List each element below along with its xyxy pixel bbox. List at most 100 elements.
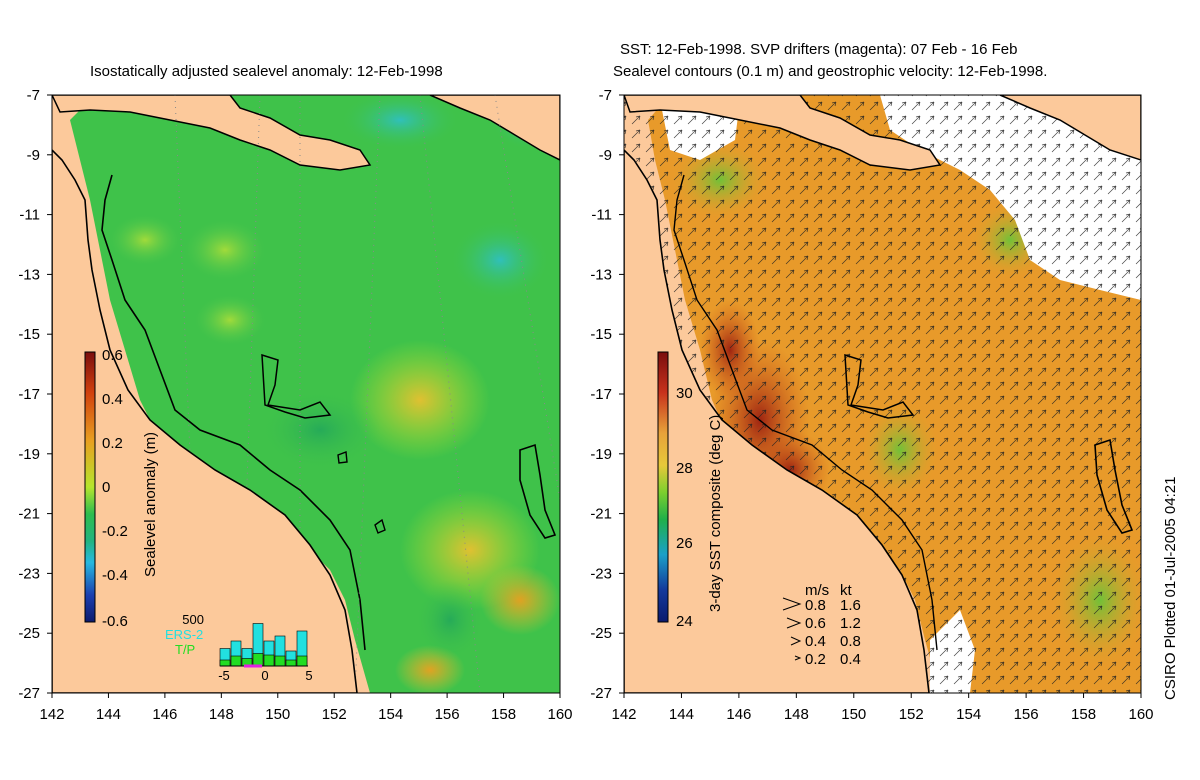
velocity-row-1-kt: 1.2 [840, 615, 861, 632]
left-lat-tick--21: -21 [18, 506, 40, 523]
hist-bar-tp [285, 659, 297, 667]
right-map-title-line2: Sealevel contours (0.1 m) and geostrophi… [613, 63, 1048, 80]
hist-xtick-0: -5 [218, 668, 230, 683]
velocity-row-0-kt: 1.6 [840, 597, 861, 614]
hist-legend-tp: T/P [175, 642, 195, 657]
hist-bar-tp [274, 655, 286, 667]
right-lat-tick--9: -9 [599, 147, 612, 164]
left-cb-tick-3: 0 [102, 479, 110, 496]
hist-ymax-label: 500 [182, 612, 204, 627]
left-colorbar-gradient [84, 351, 96, 623]
left-shelf-contour [101, 174, 366, 651]
left-lat-tick--17: -17 [18, 386, 40, 403]
right-png-landmass [624, 95, 942, 171]
left-lat-tick--7: -7 [27, 87, 40, 104]
velocity-row-2-kt: 0.8 [840, 633, 861, 650]
left-png-east [429, 95, 560, 161]
hist-legend-ers2: ERS-2 [165, 627, 203, 642]
velocity-legend-header-kt: kt [840, 582, 853, 599]
left-lon-tick-144: 144 [96, 706, 121, 723]
hist-bar-tp [263, 654, 275, 667]
right-colorbar: 30 28 26 24 3-day SST composite (deg C) [657, 351, 724, 630]
right-map-title-line1: SST: 12-Feb-1998. SVP drifters (magenta)… [620, 41, 1018, 58]
left-colorbar-label: Sealevel anomaly (m) [142, 432, 159, 577]
right-lon-tick-144: 144 [669, 706, 694, 723]
left-lat-tick--19: -19 [18, 446, 40, 463]
left-lon-tick-152: 152 [322, 706, 347, 723]
right-lat-tick--13: -13 [590, 266, 612, 283]
right-lon-tick-142: 142 [611, 706, 636, 723]
left-lon-tick-160: 160 [547, 706, 572, 723]
right-lon-tick-148: 148 [784, 706, 809, 723]
left-cb-tick-2: 0.2 [102, 435, 123, 452]
right-png-east [999, 95, 1141, 161]
left-australia-landmass [52, 148, 358, 693]
right-lat-tick--23: -23 [590, 565, 612, 582]
right-colorbar-gradient [657, 351, 669, 623]
left-lat-tick--11: -11 [19, 207, 40, 224]
velocity-legend: m/s kt 0.8 1.6 0.6 1.2 0.4 0.8 0.2 0.4 [782, 582, 861, 668]
right-lat-tick--7: -7 [599, 87, 612, 104]
left-lon-tick-150: 150 [265, 706, 290, 723]
left-reef-marion [261, 353, 332, 419]
velocity-legend-header-ms: m/s [805, 582, 829, 599]
right-lon-tick-160: 160 [1128, 706, 1153, 723]
hist-xtick-1: 0 [261, 668, 268, 683]
right-lat-tick--17: -17 [590, 386, 612, 403]
velocity-arrow-0-2-icon [794, 655, 802, 661]
hist-xtick-2: 5 [305, 668, 312, 683]
left-map-title: Isostatically adjusted sealevel anomaly:… [90, 63, 443, 80]
left-lon-tick-158: 158 [491, 706, 516, 723]
right-australia-landmass [624, 148, 930, 693]
left-lat-tick--27: -27 [18, 685, 40, 702]
right-cb-tick-1: 28 [676, 460, 693, 477]
right-lon-tick-146: 146 [726, 706, 751, 723]
velocity-row-2-ms: 0.4 [805, 633, 826, 650]
left-lon-tick-148: 148 [209, 706, 234, 723]
right-lon-tick-154: 154 [956, 706, 981, 723]
left-lon-tick-142: 142 [39, 706, 64, 723]
left-cb-tick-6: -0.6 [102, 613, 128, 630]
left-colorbar: 0.6 0.4 0.2 0 -0.2 -0.4 -0.6 Sealevel an… [84, 347, 159, 630]
velocity-row-3-kt: 0.4 [840, 651, 861, 668]
right-cb-tick-0: 30 [676, 385, 693, 402]
left-reef-lihou [519, 443, 557, 539]
velocity-arrow-0-4-icon [790, 636, 802, 646]
left-cb-tick-4: -0.2 [102, 523, 128, 540]
right-shelf-contour [673, 174, 938, 651]
left-lat-tick--23: -23 [18, 565, 40, 582]
axis-labels: 142 144 146 148 150 152 154 156 158 160 -7 -9 -11 -13… [18, 87, 1153, 723]
left-lon-tick-154: 154 [378, 706, 403, 723]
right-cb-tick-3: 24 [676, 613, 693, 630]
hist-bar-tp [219, 659, 231, 667]
right-lat-tick--11: -11 [591, 207, 612, 224]
right-lat-tick--21: -21 [590, 506, 612, 523]
right-lat-tick--27: -27 [590, 685, 612, 702]
velocity-row-0-ms: 0.8 [805, 597, 826, 614]
right-lon-tick-156: 156 [1014, 706, 1039, 723]
velocity-arrow-0-8-icon [782, 597, 802, 611]
left-cb-tick-0: 0.6 [102, 347, 123, 364]
hist-bar-tp [296, 655, 308, 667]
right-lon-tick-158: 158 [1071, 706, 1096, 723]
velocity-arrow-0-6-icon [786, 617, 802, 629]
left-cb-tick-1: 0.4 [102, 391, 123, 408]
hist-bar-tp [230, 655, 242, 667]
left-lon-tick-146: 146 [152, 706, 177, 723]
right-lat-tick--19: -19 [590, 446, 612, 463]
right-reef-marion [844, 353, 915, 419]
credit-text: CSIRO Plotted 01-Jul-2005 04:21 [1162, 476, 1179, 700]
right-cb-tick-2: 26 [676, 535, 693, 552]
right-lat-tick--25: -25 [590, 625, 612, 642]
left-map [52, 95, 560, 693]
left-cb-tick-5: -0.4 [102, 567, 128, 584]
left-lat-tick--15: -15 [18, 326, 40, 343]
hist-bar-tp [252, 653, 264, 667]
right-lon-tick-150: 150 [841, 706, 866, 723]
right-reef-lihou [1094, 438, 1134, 534]
right-map [624, 95, 1141, 693]
velocity-row-1-ms: 0.6 [805, 615, 826, 632]
histogram-inset: 500 ERS-2 T/P -5 0 5 [165, 612, 313, 683]
right-lat-tick--15: -15 [590, 326, 612, 343]
velocity-row-3-ms: 0.2 [805, 651, 826, 668]
